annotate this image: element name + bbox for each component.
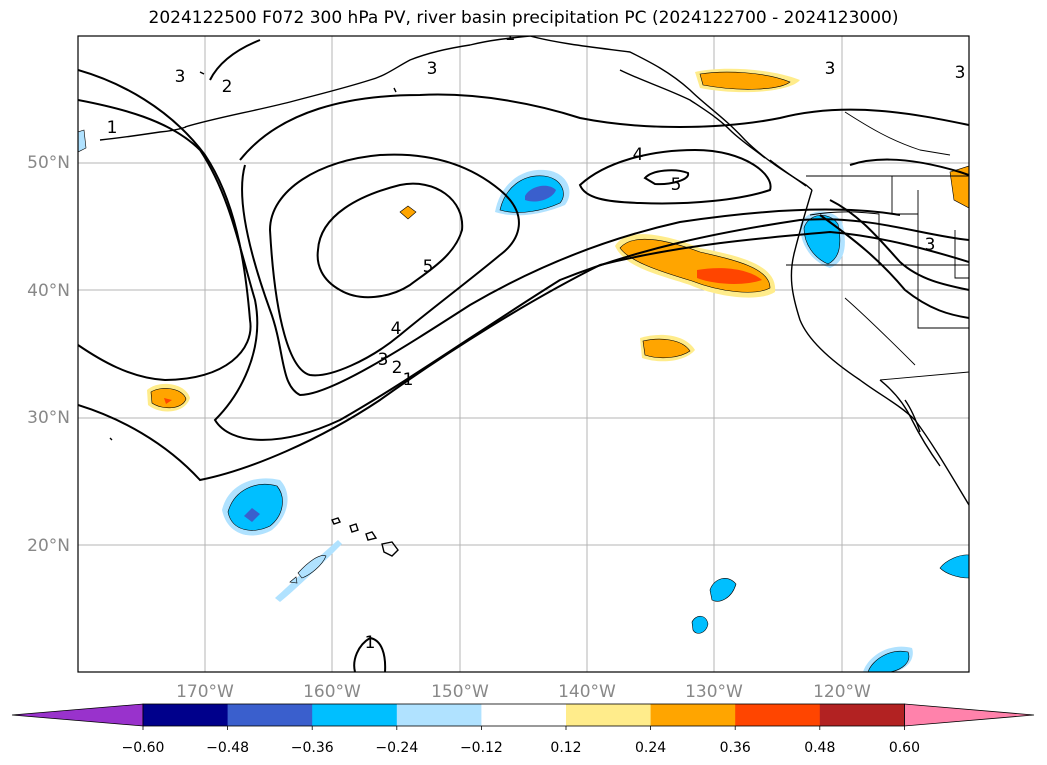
lat-tick-label: 40°N	[27, 281, 70, 301]
alaska-coast	[184, 36, 531, 128]
us-state-border-1	[809, 211, 880, 265]
pv-contour-3	[239, 93, 969, 161]
contour-label: 3	[175, 67, 186, 87]
us-state-border-5	[917, 190, 969, 329]
political-borders	[786, 111, 969, 381]
precip-negative-patch-north	[495, 169, 570, 216]
colorbar-segment	[650, 704, 736, 726]
pv-contour-5	[316, 182, 464, 299]
vancouver-island	[769, 159, 807, 187]
baja-coast	[879, 379, 941, 467]
precip-negative-strip-hawaii	[275, 540, 342, 602]
gridlines	[78, 36, 969, 672]
precip-positive-patch-east-edge	[949, 165, 969, 209]
colorbar-tick-label: 0.12	[550, 740, 581, 756]
pv-contour-south	[353, 636, 387, 672]
contour-label: 3	[378, 350, 389, 370]
colorbar-tick-label: −0.36	[291, 740, 334, 756]
pv-contour-1-jet	[78, 230, 969, 482]
pv-contour-5-east	[643, 169, 690, 186]
colorbar-tick-label: 0.48	[804, 740, 835, 756]
colorbar-tick-label: −0.60	[122, 740, 165, 756]
contour-label: 4	[391, 319, 402, 339]
lon-tick-labels: 170°W 160°W 150°W 140°W 130°W 120°W	[176, 682, 871, 702]
us-state-border-6	[954, 230, 969, 279]
lon-tick-label: 120°W	[813, 682, 871, 702]
contour-label: 1	[365, 633, 376, 653]
pv-contour-2	[78, 99, 969, 441]
colorbar-tick-label: 0.24	[635, 740, 666, 756]
lat-tick-label: 50°N	[27, 153, 70, 173]
contour-label: 4	[633, 145, 644, 165]
lon-tick-label: 150°W	[431, 682, 489, 702]
colorbar-segment	[819, 704, 905, 726]
colorbar-segment	[227, 704, 313, 726]
contour-label: 3	[955, 63, 966, 83]
colorbar: −0.60 −0.48 −0.36 −0.24 −0.12 0.12 0.24 0.36 0.4…	[11, 703, 1035, 756]
contour-label: 1	[107, 118, 118, 138]
precip-positive-small-patch	[399, 205, 417, 220]
precip-negative-patch-southwest	[222, 478, 288, 536]
colorbar-segment	[481, 704, 567, 726]
colorbar-segment	[396, 704, 482, 726]
alaska-peninsula	[99, 126, 187, 141]
pv-contour-4	[268, 153, 520, 377]
pv-contour-4-east	[578, 148, 772, 205]
canada-province-border	[844, 111, 951, 156]
pv-contour-1-west	[78, 69, 252, 382]
hawaii-islands	[331, 517, 399, 557]
pv-contour-east-2	[829, 199, 969, 291]
precip-positive-patch-mid-pacific	[640, 334, 695, 362]
contour-label: 5	[423, 257, 434, 277]
lon-tick-label: 140°W	[558, 682, 616, 702]
us-state-border-3	[844, 297, 916, 366]
contour-label: 1	[403, 370, 414, 390]
alaska-panhandle	[619, 69, 766, 159]
colorbar-tick-label: −0.48	[206, 740, 249, 756]
us-west-coast	[790, 189, 969, 506]
lat-tick-label: 20°N	[27, 536, 70, 556]
lat-tick-label: 30°N	[27, 408, 70, 428]
lat-tick-labels: 50°N 40°N 30°N 20°N	[27, 153, 70, 556]
lon-tick-label: 170°W	[176, 682, 234, 702]
precip-negative-small-patches	[78, 129, 969, 672]
colorbar-tick-label: −0.24	[375, 740, 418, 756]
coastlines	[99, 36, 969, 557]
lon-tick-label: 130°W	[685, 682, 743, 702]
contour-label: 2	[222, 77, 233, 97]
pv-contour-east-1	[849, 158, 969, 176]
contour-label: 3	[925, 235, 936, 255]
bc-coast	[529, 36, 813, 191]
pv-contours	[78, 39, 969, 672]
chart-title: 2024122500 F072 300 hPa PV, river basin …	[148, 8, 899, 28]
precip-positive-patch-nw-canada	[695, 68, 800, 93]
map-frame	[77, 35, 970, 673]
pv-contour-2-north	[209, 39, 261, 81]
contour-label: 3	[825, 59, 836, 79]
colorbar-segment	[312, 704, 398, 726]
colorbar-tick-label: 0.60	[889, 740, 920, 756]
lon-tick-label: 160°W	[303, 682, 361, 702]
colorbar-segment	[735, 704, 821, 726]
contour-label: 3	[427, 59, 438, 79]
mexico-border	[879, 371, 969, 381]
colorbar-segment	[566, 704, 652, 726]
pv-contour-labels: 1 2 3 3 4 5 4 5 3 3 3 2 1 1 1 3	[107, 25, 966, 653]
colorbar-extend-high	[904, 703, 1035, 727]
precip-positive-patch-west	[147, 383, 190, 412]
contour-label: 2	[392, 358, 403, 378]
small-islands	[109, 71, 397, 441]
colorbar-tick-label: 0.36	[720, 740, 751, 756]
colorbar-segment	[143, 704, 229, 726]
contour-label: 5	[671, 175, 682, 195]
contour-label: 1	[505, 25, 516, 45]
colorbar-tick-label: −0.12	[460, 740, 503, 756]
map-panel	[78, 36, 969, 672]
pv-contour-3-inner	[241, 164, 901, 397]
colorbar-extend-low	[11, 703, 144, 727]
pv-contour-east-3	[819, 214, 969, 319]
colorbar-frame	[142, 703, 905, 727]
